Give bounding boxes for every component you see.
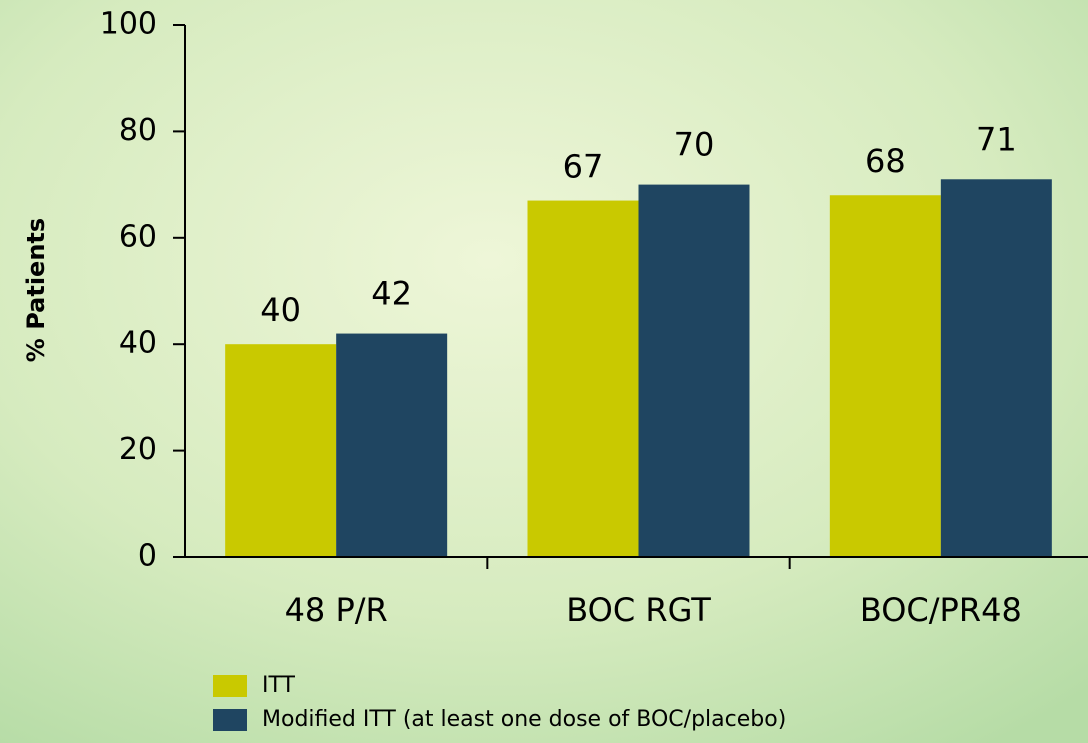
bar [940,179,1052,557]
y-tick-label: 0 [138,539,157,574]
data-label: 68 [865,142,906,180]
legend-swatch [213,709,247,731]
y-tick-label: 60 [119,219,157,254]
bar [829,195,941,558]
legend-swatch [213,675,247,697]
legend-label: Modified ITT (at least one dose of BOC/p… [262,707,786,732]
data-label: 70 [674,126,715,164]
data-label: 67 [563,148,604,186]
data-label: 71 [976,120,1017,158]
legend-label: ITT [262,673,296,698]
x-tick-label: BOC RGT [566,591,711,629]
y-tick-label: 20 [119,432,157,467]
y-axis-label: % Patients [22,218,50,362]
x-tick-label: 48 P/R [285,591,388,629]
bar [638,184,750,557]
bar [225,344,337,557]
data-label: 42 [371,275,412,313]
bar [336,333,448,557]
y-tick-label: 100 [100,7,157,42]
y-tick-label: 80 [119,113,157,148]
y-tick-label: 40 [119,326,157,361]
x-tick-label: BOC/PR48 [860,591,1022,629]
bar [527,200,639,557]
data-label: 40 [260,291,301,329]
